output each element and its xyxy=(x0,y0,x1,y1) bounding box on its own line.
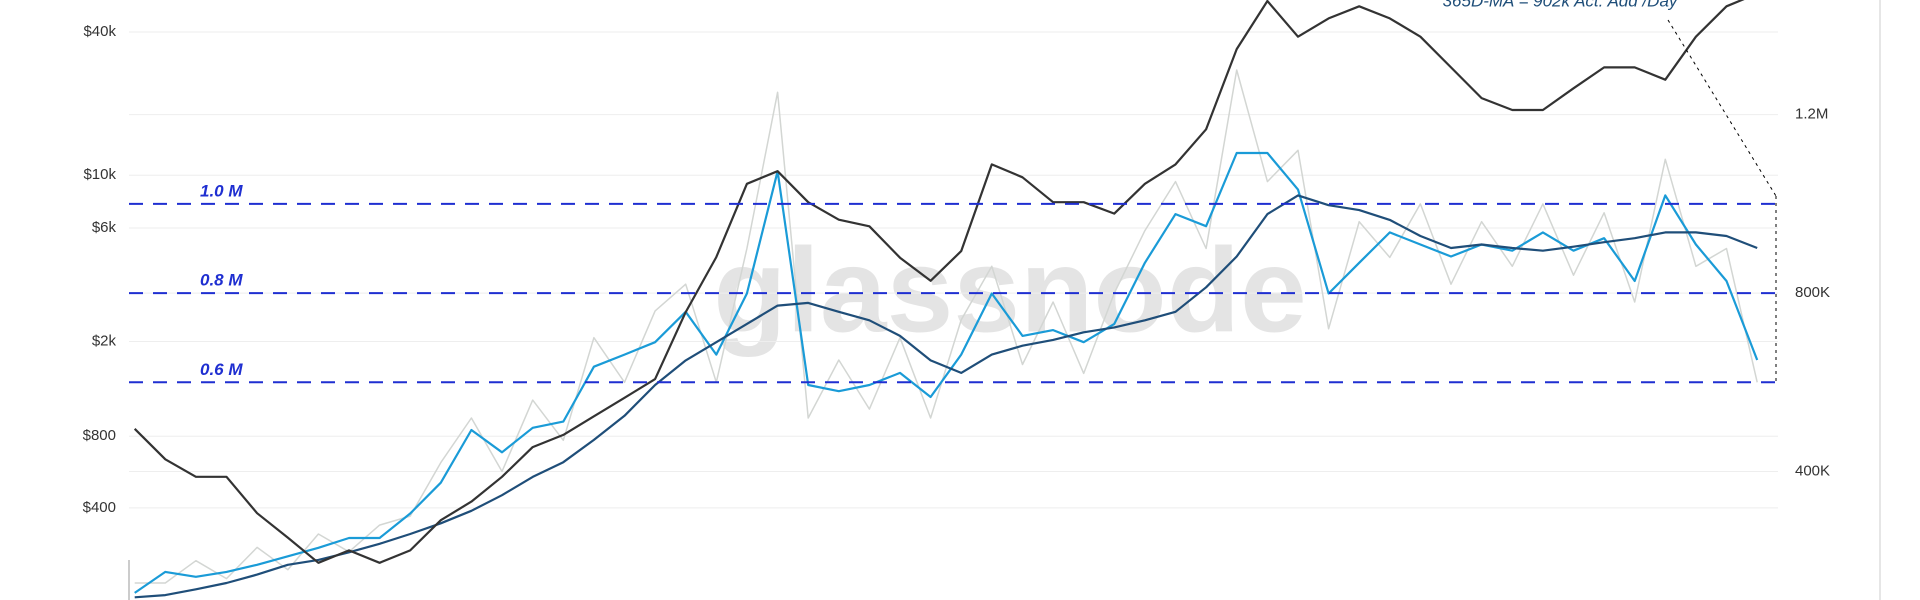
annotation-connector xyxy=(1667,19,1777,197)
annotation: 365D-MA = 902k Act. Add /Day xyxy=(1443,0,1679,10)
reference-label: 0.6 M xyxy=(200,360,243,379)
watermark: glassnode xyxy=(713,224,1307,358)
series-line xyxy=(133,0,1745,564)
y-tick-label: $400 xyxy=(83,499,116,516)
y2-tick-label: 1.2M xyxy=(1795,106,1828,123)
y-tick-label: $10k xyxy=(83,166,116,183)
y-tick-label: $6k xyxy=(92,219,117,236)
y-tick-label: $40k xyxy=(83,23,116,40)
y-tick-label: $800 xyxy=(83,427,116,444)
y2-tick-label: 800K xyxy=(1795,284,1830,301)
series-line xyxy=(134,194,1758,599)
y-tick-label: $2k xyxy=(92,333,117,350)
reference-label: 0.8 M xyxy=(200,271,243,290)
reference-label: 1.0 M xyxy=(200,181,243,200)
y2-tick-label: 400K xyxy=(1795,462,1830,479)
